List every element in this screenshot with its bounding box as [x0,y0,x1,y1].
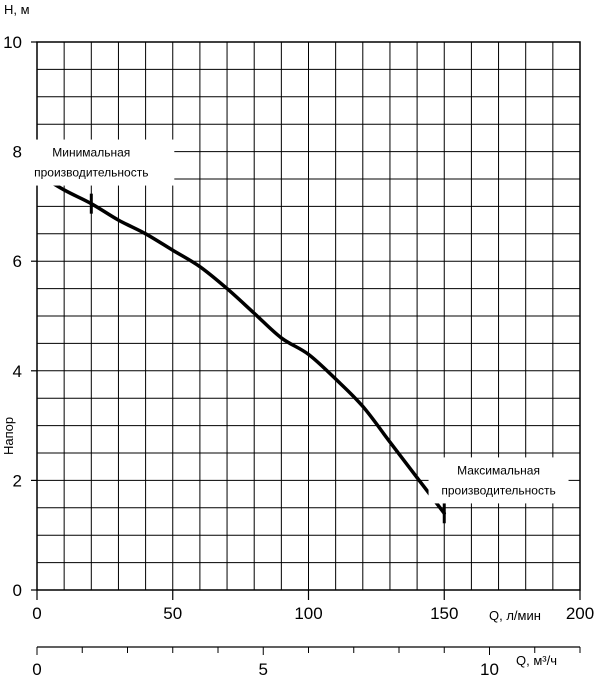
curve-layer [35,171,446,524]
x-tick-label: 100 [294,604,322,623]
y-tick-label: 2 [13,471,22,490]
x2-unit-label: Q, м³/ч [516,653,557,668]
annotation-background [428,457,569,504]
annotation-layer: Минимальная производительность Максимальна… [8,139,569,504]
y-tick-label: 4 [13,362,22,381]
x2-tick-label: 0 [32,660,41,679]
x-unit-label: Q, л/мин [489,608,541,623]
annotation-text: производительность [34,166,148,180]
annotation-text: Максимальная [457,463,540,477]
annotation-text: производительность [441,483,555,497]
y-axis-title: Напор [1,417,16,455]
axes [31,41,581,655]
x-tick-label: 0 [32,604,41,623]
y-unit-label: H, м [4,2,30,17]
annotation-background [8,139,175,186]
x2-tick-label: 10 [480,660,499,679]
x-tick-label: 150 [430,604,458,623]
pump-curve-line [35,171,446,516]
y-tick-label: 8 [13,143,22,162]
grid [36,41,581,591]
y-tick-label: 6 [13,252,22,271]
annotation-text: Минимальная [52,146,130,160]
y-tick-label: 10 [3,33,22,52]
y-tick-label: 0 [13,581,22,600]
x2-tick-label: 5 [259,660,268,679]
x-tick-label: 200 [566,604,594,623]
x-tick-label: 50 [163,604,182,623]
